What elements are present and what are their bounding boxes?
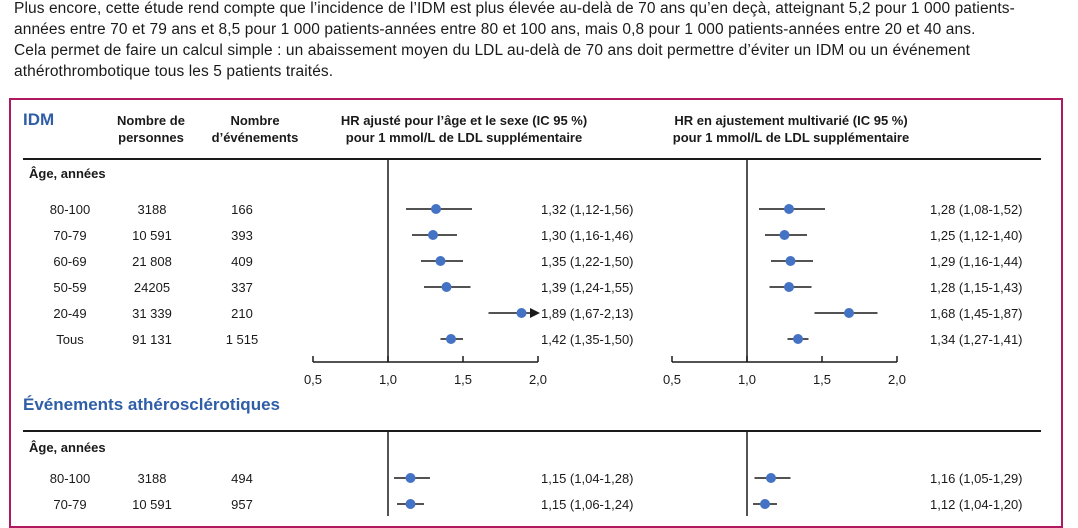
hr-point	[793, 334, 803, 344]
hr-point	[785, 256, 796, 266]
hr-point	[405, 473, 416, 483]
cell-hr-multivariate: 1,16 (1,05-1,29)	[930, 471, 1023, 486]
x-axis-tick-label: 1,5	[813, 372, 831, 387]
forest-plot: 0,5 1,0 1,5 2,0 0,5 1,0 1,5 2,0	[304, 160, 906, 516]
cell-persons: 91 131	[132, 332, 172, 347]
cell-persons: 24205	[133, 280, 171, 295]
x-axis-tick-label: 2,0	[888, 372, 906, 387]
cell-hr-multivariate: 1,68 (1,45-1,87)	[930, 306, 1023, 321]
hr-point	[428, 230, 438, 240]
cell-age: 70-79	[53, 497, 87, 512]
cell-age: 80-100	[49, 471, 91, 486]
hr-point	[766, 473, 776, 483]
cell-persons: 21 808	[132, 254, 172, 269]
cell-events: 494	[231, 471, 253, 486]
cell-hr-age-sex: 1,39 (1,24-1,55)	[541, 280, 634, 295]
cell-events: 957	[231, 497, 253, 512]
cell-hr-age-sex: 1,15 (1,04-1,28)	[541, 471, 634, 486]
x-axis-tick-label: 2,0	[529, 372, 547, 387]
intro-line: Cela permet de faire un calcul simple : …	[14, 42, 971, 59]
cell-persons: 3188	[137, 202, 167, 217]
hr-point	[405, 499, 416, 509]
hr-point	[844, 308, 854, 318]
x-axis-tick-label: 1,0	[738, 372, 756, 387]
hr-point	[779, 230, 790, 240]
cell-age: 20-49	[53, 306, 87, 321]
cell-age: Tous	[56, 332, 84, 347]
cell-persons: 10 591	[132, 228, 172, 243]
x-axis-tick-label: 1,0	[379, 372, 397, 387]
header-events: Nombre d’événements	[211, 113, 299, 145]
cell-events: 1 515	[225, 332, 259, 347]
cell-hr-multivariate: 1,28 (1,15-1,43)	[930, 280, 1023, 295]
cell-hr-age-sex: 1,35 (1,22-1,50)	[541, 254, 634, 269]
intro-line: Plus encore, cette étude rend compte que…	[14, 0, 1015, 17]
intro-line: années entre 70 et 79 ans et 8,5 pour 1 …	[14, 21, 976, 38]
cell-events: 393	[231, 228, 253, 243]
section-title-atherosclerotic: Événements athérosclérotiques	[23, 395, 280, 414]
cell-hr-multivariate: 1,25 (1,12-1,40)	[930, 228, 1023, 243]
x-axis-tick-label: 1,5	[454, 372, 472, 387]
hr-point	[441, 282, 452, 292]
x-axis-tick-label: 0,5	[304, 372, 322, 387]
x-axis-tick-label: 0,5	[663, 372, 681, 387]
cell-events: 210	[231, 306, 253, 321]
hr-point	[435, 256, 446, 266]
cell-age: 50-59	[53, 280, 87, 295]
cell-events: 337	[231, 280, 253, 295]
cell-events: 166	[231, 202, 253, 217]
cell-events: 409	[231, 254, 253, 269]
hr-point	[516, 308, 527, 318]
cell-hr-multivariate: 1,28 (1,08-1,52)	[930, 202, 1023, 217]
cell-hr-age-sex: 1,30 (1,16-1,46)	[541, 228, 634, 243]
cell-hr-multivariate: 1,34 (1,27-1,41)	[930, 332, 1023, 347]
cell-age: 80-100	[49, 202, 91, 217]
cell-hr-age-sex: 1,32 (1,12-1,56)	[541, 202, 634, 217]
cell-persons: 3188	[137, 471, 167, 486]
intro-line: athérothrombotique tous les 5 patients t…	[14, 63, 334, 80]
cell-hr-age-sex: 1,42 (1,35-1,50)	[541, 332, 634, 347]
header-hr-age-sex: HR ajusté pour l’âge et le sexe (IC 95 %…	[340, 113, 588, 145]
cell-persons: 10 591	[132, 497, 172, 512]
hr-point	[431, 204, 441, 214]
intro-paragraph: Plus encore, cette étude rend compte que…	[14, 0, 1074, 82]
ci-arrow	[530, 308, 540, 318]
cell-age: 60-69	[53, 254, 87, 269]
header-hr-multivariate: HR en ajustement multivarié (IC 95 %) po…	[672, 113, 910, 145]
cell-hr-multivariate: 1,29 (1,16-1,44)	[930, 254, 1023, 269]
section-divider	[23, 430, 1041, 432]
group-label-age: Âge, années	[29, 166, 106, 181]
group-label-age: Âge, années	[29, 440, 106, 455]
cell-persons: 31 339	[132, 306, 172, 321]
header-persons: Nombre de personnes	[117, 113, 185, 145]
header-divider	[23, 158, 1041, 160]
cell-hr-age-sex: 1,15 (1,06-1,24)	[541, 497, 634, 512]
hr-point	[446, 334, 456, 344]
hr-point	[784, 204, 794, 214]
cell-age: 70-79	[53, 228, 87, 243]
hr-point	[784, 282, 794, 292]
hr-point	[760, 499, 770, 509]
section-title-idm: IDM	[23, 110, 55, 129]
cell-hr-age-sex: 1,89 (1,67-2,13)	[541, 306, 634, 321]
cell-hr-multivariate: 1,12 (1,04-1,20)	[930, 497, 1023, 512]
